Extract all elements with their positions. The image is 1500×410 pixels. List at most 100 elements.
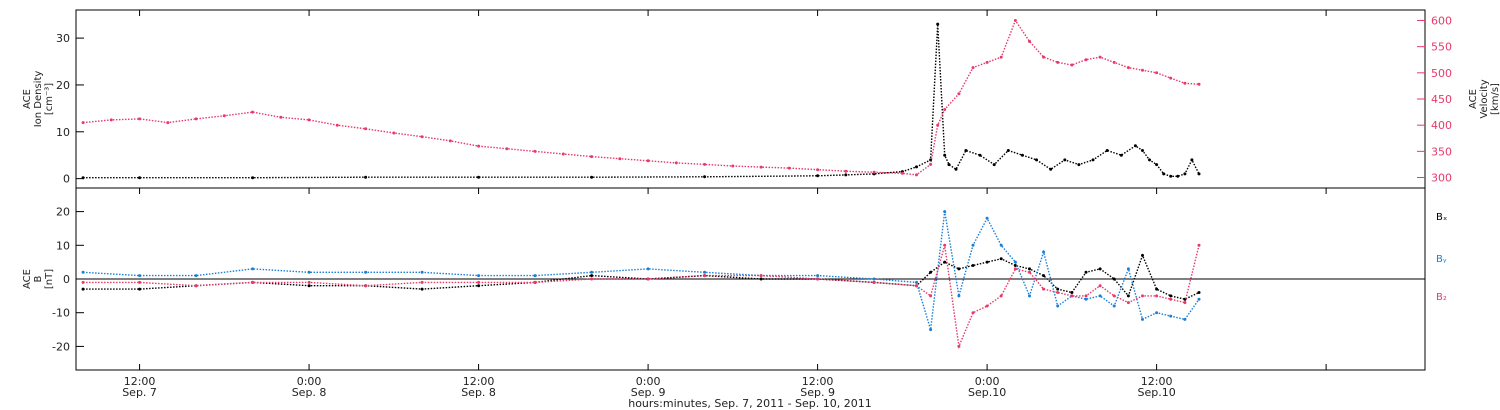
y-tick-label-right-0: 300	[1431, 172, 1452, 185]
series-1-1-point-11	[392, 131, 396, 135]
y-tick-label-left-0: 0	[63, 173, 70, 186]
series-2-0-point-30	[1126, 294, 1130, 298]
series-2-1-point-4	[307, 270, 311, 274]
series-1-1-point-15	[505, 147, 509, 151]
y-tick-label-left-3: 30	[56, 32, 70, 45]
series-2-0-point-16	[929, 270, 933, 274]
series-2-0-point-23	[1028, 267, 1031, 271]
x-tick-label-5-1: Sep.10	[968, 386, 1006, 399]
series-2-1-point-30	[1126, 267, 1130, 271]
series-1-0-point-35	[1176, 174, 1180, 178]
series-2-1-point-27	[1084, 297, 1088, 301]
series-1-0-point-23	[1049, 167, 1053, 171]
y2-tick-label-left-1: -10	[52, 307, 70, 320]
series-2-1-point-15	[915, 280, 918, 284]
series-1-1-point-41	[1056, 60, 1060, 64]
series-2-0-point-29	[1112, 277, 1116, 281]
series-1-0-point-38	[1197, 172, 1201, 176]
series-1-1-point-48	[1155, 71, 1159, 75]
series-2-2-point-26	[1070, 294, 1074, 298]
series-1-0-point-19	[992, 163, 996, 167]
y-tick-label-right-1: 350	[1431, 145, 1452, 158]
series-1-1-point-20	[646, 159, 650, 163]
series-2-2-point-8	[533, 280, 537, 284]
series-1-1-point-45	[1112, 60, 1116, 64]
series-2-2-point-9	[590, 277, 594, 281]
series-1-0-point-20	[1006, 149, 1010, 152]
series-1-1-point-21	[674, 161, 678, 165]
series-2-0-point-12	[759, 277, 763, 281]
series-1-1-point-32	[936, 123, 940, 127]
x-tick-label-0-1: Sep. 7	[122, 386, 157, 399]
series-2-2-point-2	[194, 284, 198, 288]
series-2-2-point-1	[138, 280, 142, 284]
series-2-0-point-20	[985, 260, 989, 264]
y-axis-label-mag-1: B	[33, 275, 44, 282]
series-2-0-point-32	[1155, 287, 1159, 291]
series-2-0-point-7	[477, 284, 481, 288]
series-2-1-point-0	[81, 270, 85, 274]
series-2-1-point-1	[138, 274, 142, 278]
series-2-0-point-31	[1141, 253, 1144, 257]
series-2-1-point-21	[999, 243, 1003, 247]
series-2-2-point-10	[646, 277, 650, 281]
series-1-1-point-34	[957, 92, 961, 96]
series-1-1-point-49	[1169, 76, 1173, 80]
series-2-2-point-29	[1112, 294, 1116, 298]
series-1-0-point-21	[1020, 153, 1024, 157]
series-2-1-point-20	[985, 216, 989, 220]
series-2-0-point-33	[1169, 294, 1173, 298]
series-2-0-point-35	[1197, 291, 1201, 294]
series-1-0-point-33	[1162, 172, 1166, 176]
y-axis-label-left-0: ACE	[22, 89, 33, 109]
series-1-1-point-39	[1028, 39, 1031, 43]
series-1-1-point-23	[731, 164, 735, 168]
series-1-1-point-30	[915, 173, 918, 177]
series-1-1-point-3	[166, 121, 170, 125]
series-2-1-point-5	[364, 270, 368, 274]
series-1-0-point-13	[936, 22, 940, 26]
y-axis-label-mag-2: [nT]	[44, 269, 55, 289]
series-1-1-point-4	[194, 117, 198, 121]
series-2-2-point-14	[872, 280, 876, 284]
series-2-1-point-29	[1112, 304, 1116, 308]
series-1-0-line	[83, 24, 1200, 179]
series-1-0-point-11	[915, 165, 918, 169]
series-1-0-point-37	[1190, 158, 1194, 162]
y2-tick-label-left-4: 20	[56, 206, 70, 219]
series-1-0-point-29	[1133, 144, 1137, 148]
series-1-0-point-26	[1091, 158, 1095, 162]
series-2-0-point-25	[1056, 287, 1060, 291]
series-2-2-point-17	[943, 243, 947, 247]
y-tick-label-right-5: 550	[1431, 41, 1452, 54]
series-1-0-point-31	[1148, 158, 1151, 162]
series-1-1-point-8	[307, 118, 311, 122]
series-2-2-point-15	[915, 284, 918, 288]
series-1-1-point-51	[1197, 82, 1201, 86]
series-1-0-point-6	[703, 175, 707, 179]
series-2-0-point-27	[1084, 270, 1088, 274]
series-2-2-point-28	[1098, 284, 1102, 288]
series-1-0-point-7	[816, 174, 820, 178]
series-2-0-point-17	[943, 260, 947, 264]
series-2-0-point-26	[1070, 291, 1074, 294]
x-tick-label-3-0: 0:00	[636, 375, 661, 388]
series-2-2-line	[83, 245, 1200, 350]
series-2-1-point-19	[971, 243, 975, 247]
series-2-2-point-20	[985, 304, 989, 308]
series-2-1-point-31	[1141, 317, 1144, 321]
series-1-0-point-4	[477, 175, 481, 179]
legend-item-2: B₂	[1436, 292, 1447, 303]
series-2-2-point-35	[1197, 243, 1201, 247]
series-1-0-point-8	[844, 173, 848, 177]
y-axis-label-right-0: ACE	[1468, 89, 1479, 109]
x-tick-label-5-0: 0:00	[975, 375, 1000, 388]
series-1-0-point-15	[947, 163, 951, 167]
series-1-0-point-34	[1169, 174, 1173, 178]
series-1-1-point-10	[364, 127, 368, 131]
x-tick-label-1-1: Sep. 8	[292, 386, 327, 399]
series-1-1-line	[83, 18, 1200, 176]
series-1-1-point-50	[1183, 81, 1187, 85]
series-2-1-point-2	[194, 274, 198, 278]
